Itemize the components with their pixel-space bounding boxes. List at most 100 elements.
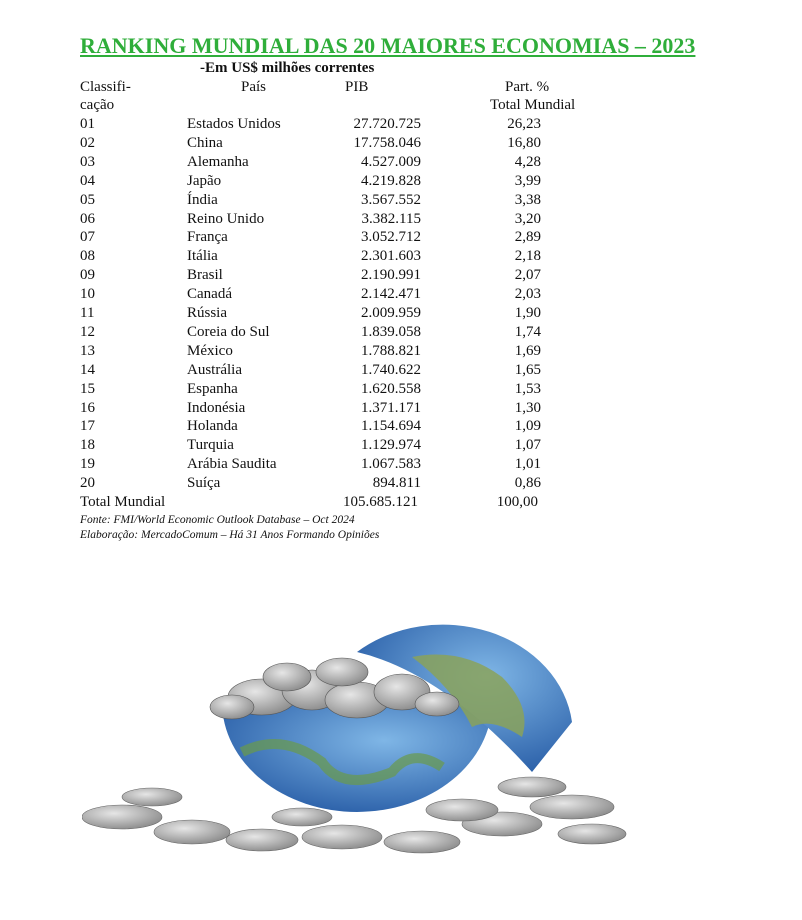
cell-pib: 2.142.471 bbox=[361, 286, 421, 303]
cell-rank: 03 bbox=[80, 153, 95, 170]
cell-rank: 10 bbox=[80, 286, 95, 303]
cell-share: 1,65 bbox=[514, 361, 541, 378]
cell-country: Rússia bbox=[187, 305, 228, 321]
cell-country: Indonésia bbox=[187, 399, 246, 416]
cell-share: 1,07 bbox=[514, 437, 541, 454]
cell-share: 3,20 bbox=[514, 210, 541, 227]
cell-pib: 1.154.694 bbox=[361, 418, 421, 435]
cell-rank: 13 bbox=[80, 342, 95, 359]
cell-pib: 2.009.959 bbox=[361, 305, 421, 321]
cell-rank: 14 bbox=[80, 361, 95, 378]
cell-country: Reino Unido bbox=[187, 210, 265, 227]
cell-rank: 11 bbox=[80, 305, 95, 321]
cell-rank: 15 bbox=[80, 380, 95, 397]
cell-share: 2,07 bbox=[514, 267, 541, 284]
cell-rank: 04 bbox=[80, 172, 95, 189]
cell-rank: 16 bbox=[80, 399, 95, 416]
cell-pib: 1.788.821 bbox=[361, 342, 421, 359]
coins-in-globe bbox=[209, 657, 460, 720]
cell-share: 1,69 bbox=[514, 342, 541, 359]
cell-pib: 1.740.622 bbox=[361, 361, 421, 378]
cell-share: 3,38 bbox=[514, 191, 541, 208]
land bbox=[412, 654, 525, 737]
column-header: Total Mundial bbox=[490, 97, 576, 113]
cell-country: Índia bbox=[187, 191, 218, 208]
cell-share: 2,03 bbox=[514, 286, 541, 303]
cell-country: Suíça bbox=[187, 475, 221, 492]
column-header: País bbox=[241, 79, 267, 95]
cell-rank: 01 bbox=[80, 116, 95, 132]
land bbox=[239, 739, 445, 785]
cell-pib: 1.620.558 bbox=[361, 380, 421, 397]
cell-share: 4,28 bbox=[514, 153, 541, 170]
cell-rank: 09 bbox=[80, 267, 95, 284]
cell-pib: 3.052.712 bbox=[361, 229, 421, 246]
cell-share: 2,18 bbox=[514, 248, 541, 265]
cell-pib: 894.811 bbox=[372, 475, 421, 492]
cell-country: Brasil bbox=[187, 267, 223, 284]
total-share: 100,00 bbox=[496, 494, 538, 510]
cell-rank: 20 bbox=[80, 475, 95, 492]
cell-rank: 08 bbox=[80, 248, 95, 265]
cell-country: Austrália bbox=[187, 361, 242, 378]
column-header: PIB bbox=[345, 79, 369, 95]
cell-pib: 3.567.552 bbox=[361, 191, 421, 208]
coins-floor bbox=[82, 776, 627, 854]
subtitle: -Em US$ milhões correntes bbox=[200, 60, 375, 76]
cell-rank: 12 bbox=[80, 323, 95, 340]
cell-share: 16,80 bbox=[507, 134, 541, 151]
column-header: cação bbox=[80, 97, 115, 113]
cell-country: Estados Unidos bbox=[187, 116, 281, 132]
cell-pib: 1.067.583 bbox=[361, 456, 421, 473]
credit: Elaboração: MercadoComum – Há 31 Anos Fo… bbox=[80, 529, 380, 541]
cell-rank: 07 bbox=[80, 229, 95, 246]
column-header: Part. % bbox=[505, 79, 550, 95]
cell-share: 1,90 bbox=[514, 305, 541, 321]
cell-country: Coreia do Sul bbox=[187, 323, 270, 340]
globe-bottom bbox=[222, 702, 492, 812]
cell-share: 2,89 bbox=[514, 229, 541, 246]
cell-rank: 05 bbox=[80, 191, 95, 208]
title: RANKING MUNDIAL DAS 20 MAIORES ECONOMIAS… bbox=[80, 33, 696, 58]
source: Fonte: FMI/World Economic Outlook Databa… bbox=[80, 514, 355, 526]
cell-country: França bbox=[187, 229, 228, 246]
cell-pib: 1.371.171 bbox=[361, 399, 421, 416]
cell-pib: 27.720.725 bbox=[353, 116, 422, 132]
cell-rank: 02 bbox=[80, 134, 95, 151]
cell-country: Arábia Saudita bbox=[187, 456, 277, 473]
cell-pib: 1.839.058 bbox=[361, 323, 421, 340]
globe-coins-illustration bbox=[82, 624, 627, 854]
cell-pib: 2.190.991 bbox=[361, 267, 421, 284]
cell-share: 26,23 bbox=[507, 116, 541, 132]
cell-country: Alemanha bbox=[187, 153, 249, 170]
cell-country: Espanha bbox=[187, 380, 238, 397]
cell-country: Holanda bbox=[187, 418, 238, 435]
cell-share: 1,53 bbox=[514, 380, 541, 397]
total-label: Total Mundial bbox=[80, 494, 166, 510]
cell-country: Canadá bbox=[187, 286, 232, 303]
cell-pib: 4.527.009 bbox=[361, 153, 421, 170]
cell-share: 0,86 bbox=[514, 475, 541, 492]
cell-pib: 3.382.115 bbox=[361, 210, 421, 227]
cell-country: México bbox=[187, 342, 233, 359]
cell-rank: 06 bbox=[80, 210, 95, 227]
total-pib: 105.685.121 bbox=[343, 494, 418, 510]
cell-share: 3,99 bbox=[514, 172, 541, 189]
cell-country: China bbox=[187, 134, 223, 151]
cell-rank: 17 bbox=[80, 418, 95, 435]
column-header: Classifi- bbox=[80, 79, 131, 95]
cell-pib: 17.758.046 bbox=[353, 134, 422, 151]
cell-share: 1,09 bbox=[514, 418, 541, 435]
cell-country: Turquia bbox=[187, 437, 234, 454]
cell-share: 1,74 bbox=[514, 323, 541, 340]
cell-country: Japão bbox=[187, 172, 222, 189]
cell-pib: 2.301.603 bbox=[361, 248, 421, 265]
cell-rank: 19 bbox=[80, 456, 95, 473]
cell-pib: 4.219.828 bbox=[361, 172, 421, 189]
cell-rank: 18 bbox=[80, 437, 95, 454]
cell-pib: 1.129.974 bbox=[361, 437, 421, 454]
cell-share: 1,30 bbox=[514, 399, 541, 416]
cell-share: 1,01 bbox=[514, 456, 541, 473]
cell-country: Itália bbox=[187, 248, 218, 265]
